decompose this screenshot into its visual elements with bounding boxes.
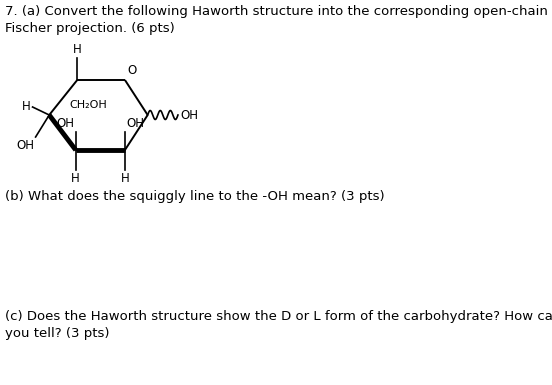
Text: H: H	[71, 172, 80, 185]
Text: O: O	[127, 64, 136, 77]
Text: CH₂OH: CH₂OH	[70, 100, 108, 110]
Text: OH: OH	[180, 109, 198, 122]
Text: OH: OH	[126, 117, 145, 130]
Text: OH: OH	[16, 139, 34, 152]
Text: H: H	[73, 43, 82, 56]
Text: 7. (a) Convert the following Haworth structure into the corresponding open-chain: 7. (a) Convert the following Haworth str…	[6, 5, 548, 35]
Text: H: H	[22, 99, 31, 112]
Text: H: H	[120, 172, 129, 185]
Text: OH: OH	[56, 117, 74, 130]
Text: (c) Does the Haworth structure show the D or L form of the carbohydrate? How can: (c) Does the Haworth structure show the …	[6, 310, 552, 340]
Text: (b) What does the squiggly line to the -OH mean? (3 pts): (b) What does the squiggly line to the -…	[6, 190, 385, 203]
